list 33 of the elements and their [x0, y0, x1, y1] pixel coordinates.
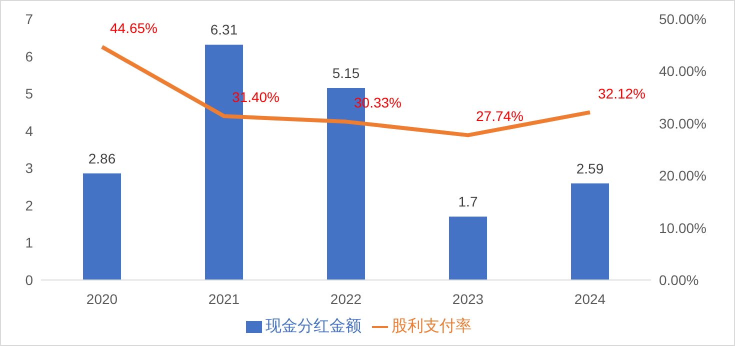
y-tick-label: 7: [25, 10, 34, 27]
y2-tick-label: 50.00%: [659, 10, 706, 27]
bar: [571, 183, 609, 280]
y-tick-label: 5: [25, 86, 34, 102]
data-label: 27.74%: [476, 108, 524, 124]
data-label: 44.65%: [110, 20, 158, 36]
y-tick-label: 6: [25, 48, 34, 64]
x-tick-label: 2020: [86, 290, 118, 307]
x-tick-label: 2024: [574, 290, 606, 307]
y-tick-label: 1: [25, 234, 34, 251]
data-label: 6.31: [210, 22, 238, 38]
y2-tick-label: 30.00%: [659, 115, 706, 132]
y2-tick-label: 10.00%: [659, 220, 706, 236]
y-tick-label: 0: [25, 272, 34, 288]
y2-tick-label: 40.00%: [659, 63, 706, 80]
y-tick-label: 2: [25, 197, 34, 214]
bar: [449, 216, 487, 280]
legend-label: 现金分红金额: [266, 318, 362, 335]
data-label: 5.15: [332, 64, 360, 81]
legend-label: 股利支付率: [392, 318, 472, 335]
y-tick-label: 3: [25, 160, 34, 176]
y2-tick-label: 20.00%: [659, 168, 706, 184]
y-tick-label: 4: [25, 122, 34, 139]
data-label: 2.86: [88, 150, 116, 166]
data-label: 1.7: [458, 194, 478, 210]
y2-tick-label: 0.00%: [659, 272, 699, 288]
data-label: 2.59: [576, 160, 604, 176]
x-tick-label: 2023: [452, 290, 484, 307]
data-label: 32.12%: [598, 85, 646, 102]
x-tick-label: 2021: [208, 290, 240, 307]
line-series: [100, 44, 592, 138]
x-tick-label: 2022: [330, 290, 362, 307]
bar: [83, 173, 121, 280]
